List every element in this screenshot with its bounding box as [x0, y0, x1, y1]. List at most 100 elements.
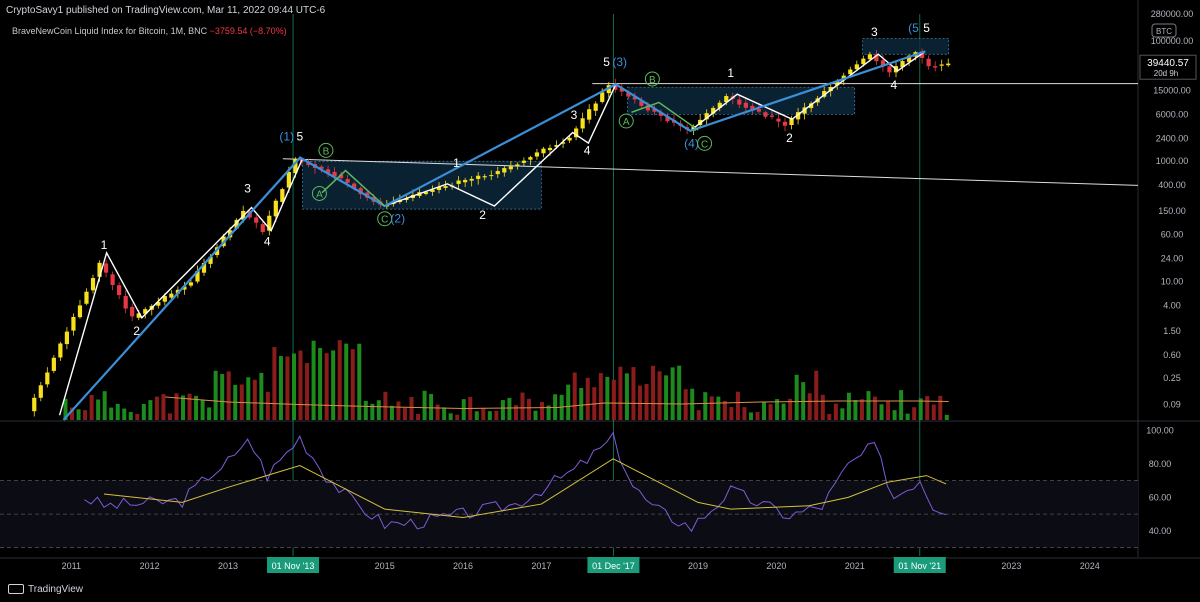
time-tick-label: 2011 [62, 561, 81, 571]
volume-bar [474, 411, 479, 420]
candle-body [195, 271, 200, 282]
volume-bar [122, 408, 127, 420]
volume-bar [500, 400, 505, 420]
volume-bar [246, 377, 251, 420]
volume-bar [631, 367, 636, 420]
price-tick-label: 2400.00 [1156, 133, 1189, 143]
wave-label: 1 [727, 66, 734, 80]
wave-label: 5 [296, 130, 303, 144]
volume-bar [735, 391, 740, 420]
volume-bar [709, 396, 714, 420]
candle-body [828, 87, 833, 92]
watermark-text: TradingView [28, 584, 84, 595]
time-tick-label: 2019 [688, 561, 708, 571]
volume-bar [781, 403, 786, 420]
volume-bar [853, 399, 858, 420]
volume-bars [63, 340, 949, 420]
candle-body [45, 372, 50, 385]
price-tick-label: 1000.00 [1156, 156, 1189, 166]
volume-bar [96, 399, 101, 420]
candle-body [822, 90, 827, 97]
candle-body [254, 217, 259, 223]
candle-body [906, 55, 912, 62]
volume-bar [866, 391, 871, 420]
volume-bar [879, 404, 884, 420]
volume-bar [722, 400, 727, 420]
price-tick-label: 0.09 [1163, 400, 1181, 410]
volume-bar [925, 396, 930, 420]
volume-bar [748, 412, 753, 420]
candle-body [162, 296, 167, 302]
volume-bar [814, 370, 819, 420]
candle-body [593, 103, 598, 111]
candle-body [541, 148, 546, 154]
candle-body [345, 179, 350, 183]
volume-bar [664, 375, 669, 420]
candle-body [521, 160, 526, 163]
volume-bar [481, 407, 486, 420]
wave-label: C [381, 215, 388, 226]
volume-bar [579, 387, 584, 420]
tradingview-watermark[interactable]: TradingView [8, 584, 83, 595]
volume-bar [794, 374, 799, 420]
volume-bar [448, 413, 453, 420]
volume-bar [318, 348, 323, 420]
publisher-line: CryptoSavy1 published on TradingView.com… [6, 5, 326, 16]
symbol-line: BraveNewCoin Liquid Index for Bitcoin, 1… [12, 26, 287, 36]
volume-bar [546, 405, 551, 420]
price-tick-label: 1.50 [1163, 326, 1181, 336]
time-tick-label: 2016 [453, 561, 473, 571]
candle-body [97, 262, 102, 277]
rsi-tick-label: 100.00 [1146, 425, 1174, 435]
volume-bar [331, 350, 336, 420]
volume-bar [396, 401, 401, 420]
volume-bar [252, 379, 257, 420]
candle-body [234, 219, 239, 229]
candle-body [84, 291, 89, 304]
volume-bar [690, 388, 695, 420]
volume-bar [311, 340, 316, 420]
wave-label: (4) [684, 136, 699, 150]
candle-body [645, 105, 651, 111]
volume-bar [89, 394, 94, 420]
volume-bar [572, 372, 577, 420]
volume-bar [154, 396, 159, 420]
candle-body [750, 105, 755, 111]
candle-body [123, 296, 128, 309]
candle-body [338, 174, 344, 179]
wave-label: 2 [133, 324, 140, 338]
volume-ma-line [165, 396, 949, 410]
wave-label: (5 [908, 21, 919, 35]
rsi-tick-label: 80.00 [1149, 459, 1172, 469]
currency-badge-text: BTC [1156, 27, 1172, 36]
candle-body [64, 331, 70, 345]
candle-body [188, 282, 194, 286]
consolidation-box [302, 160, 542, 210]
candle-body [704, 113, 709, 120]
volume-bar [194, 395, 199, 420]
abc-label-circle [618, 113, 634, 129]
date-badge-label: 01 Nov '21 [898, 561, 941, 571]
volume-bar [220, 374, 225, 420]
candle-body [782, 121, 788, 126]
volume-bar [115, 403, 120, 420]
price-tick-label: 400.00 [1158, 180, 1186, 190]
volume-bar [873, 396, 878, 420]
volume-bar [487, 411, 492, 420]
candle-body [515, 164, 520, 167]
volume-bar [409, 396, 414, 420]
volume-bar [670, 367, 675, 420]
last-price: 39440.57 [1147, 58, 1189, 69]
candle-body [51, 357, 56, 371]
time-tick-label: 2012 [140, 561, 160, 571]
volume-bar [363, 400, 368, 420]
price-change: −3759.54 (−8.70%) [209, 26, 287, 36]
volume-bar [422, 390, 427, 420]
candle-body [743, 102, 748, 108]
abc-path-green [631, 101, 699, 131]
wave-label: A [623, 117, 630, 128]
volume-bar [657, 371, 662, 420]
candle-body [404, 198, 409, 200]
rsi-line [84, 431, 947, 533]
